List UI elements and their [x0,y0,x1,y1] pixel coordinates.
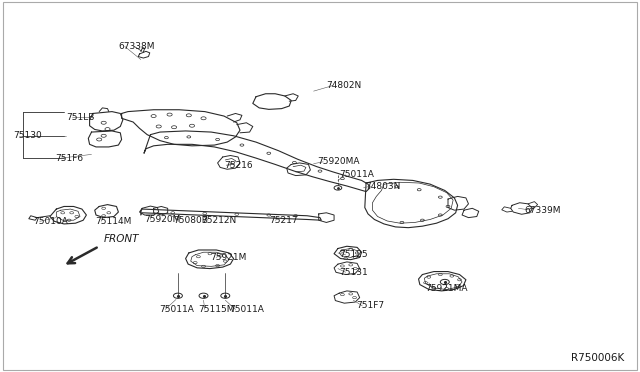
Text: FRONT: FRONT [104,234,139,244]
Text: 75217: 75217 [269,216,298,225]
Text: 75920M: 75920M [144,215,180,224]
Text: 75131: 75131 [339,268,368,277]
Text: 75125: 75125 [339,250,368,259]
Text: 75920MA: 75920MA [317,157,359,166]
Text: 751LB: 751LB [66,113,94,122]
Text: R750006K: R750006K [571,353,624,363]
Text: 75921MA: 75921MA [426,284,468,293]
Text: 67339M: 67339M [525,206,561,215]
Text: 74802N: 74802N [326,81,362,90]
Text: 75011A: 75011A [339,170,374,179]
Text: 751F6: 751F6 [55,154,83,163]
Text: 751F7: 751F7 [356,301,384,310]
Text: 75212N: 75212N [202,216,237,225]
Text: 75011A: 75011A [159,305,193,314]
Text: 75010A: 75010A [33,217,68,226]
Text: 75130: 75130 [13,131,42,140]
Text: 74803N: 74803N [365,182,400,190]
Text: 75921M: 75921M [210,253,246,262]
Text: 75216: 75216 [224,161,253,170]
Text: 75080B: 75080B [173,216,207,225]
Text: 75011A: 75011A [229,305,264,314]
Text: 75114M: 75114M [95,217,131,226]
Text: 75115M: 75115M [198,305,235,314]
Text: 67338M: 67338M [118,42,155,51]
